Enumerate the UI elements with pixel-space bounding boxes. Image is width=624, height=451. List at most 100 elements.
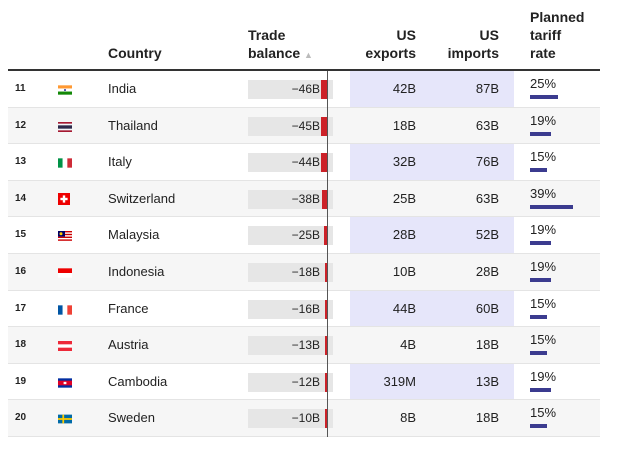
rank: 18	[15, 339, 27, 351]
table-row[interactable]: 12 Thailand −45B 18B 63B 19%	[8, 107, 600, 145]
flag-france-icon	[58, 303, 72, 315]
trade-balance-value: −46B	[291, 82, 320, 96]
trade-balance-bar	[325, 372, 327, 392]
us-imports-value: 76B	[475, 154, 499, 170]
tariff-rate-value: 15%	[530, 332, 557, 348]
header-us-exports[interactable]: US exports	[350, 26, 416, 62]
trade-balance-bar	[322, 189, 327, 209]
trade-balance-background	[248, 336, 333, 356]
rank: 17	[15, 302, 27, 314]
table-row[interactable]: 16 Indonesia −18B 10B 28B 19%	[8, 254, 600, 291]
tariff-rate-bar	[530, 131, 551, 136]
us-imports-value: 52B	[475, 227, 499, 243]
trade-balance-bar	[325, 336, 327, 356]
header-us-imports[interactable]: US imports	[428, 26, 499, 62]
rank: 20	[15, 412, 27, 424]
country-name: Switzerland	[108, 190, 176, 206]
tariff-rate-bar	[530, 278, 551, 282]
country-name: Thailand	[108, 117, 158, 133]
table-row[interactable]: 19 Cambodia −12B 319M 13B 19%	[8, 364, 600, 401]
trade-balance-value: −18B	[291, 265, 320, 279]
us-exports-value: 28B	[392, 227, 416, 243]
country-name: Austria	[108, 337, 149, 353]
us-imports-value: 28B	[475, 264, 499, 279]
flag-italy-icon	[58, 156, 72, 168]
tariff-rate-bar	[530, 387, 551, 392]
us-imports-value: 60B	[475, 300, 499, 316]
rank: 11	[15, 83, 26, 94]
rank: 15	[15, 229, 27, 241]
us-imports-value: 63B	[475, 190, 499, 206]
flag-sweden-icon	[58, 412, 72, 424]
header-trade-balance[interactable]: Trade balance ▲	[248, 26, 313, 64]
trade-balance-background	[248, 153, 333, 173]
header-tariff-rate[interactable]: Planned tariff rate	[530, 8, 584, 62]
tariff-rate-value: 15%	[530, 295, 557, 311]
trade-balance-bar	[324, 263, 327, 282]
us-exports-value: 32B	[392, 154, 416, 170]
trade-balance-bar	[321, 80, 327, 99]
header-exports-line1: US	[396, 27, 416, 43]
header-imports-line1: US	[479, 27, 499, 43]
tariff-rate-value: 19%	[530, 222, 557, 238]
trade-balance-value: −13B	[291, 338, 320, 353]
header-country[interactable]: Country	[108, 45, 162, 61]
us-exports-value: 44B	[392, 300, 416, 316]
trade-balance-background	[248, 299, 333, 319]
header-trade-balance-line2: balance	[248, 45, 301, 61]
trade-balance-bar	[321, 116, 327, 136]
us-exports-value: 319M	[383, 373, 416, 389]
flag-malaysia-icon	[58, 229, 72, 242]
table-row[interactable]: 13 Italy −44B 32B 76B 15%	[8, 144, 600, 181]
flag-switzerland-icon	[58, 192, 72, 205]
flag-india-icon	[58, 83, 72, 95]
table-row[interactable]: 18 Austria −13B 4B 18B 15%	[8, 327, 600, 364]
trade-balance-value: −16B	[291, 301, 320, 316]
trade-balance-background	[248, 80, 333, 99]
us-exports-value: 4B	[400, 337, 416, 353]
zero-line	[327, 71, 328, 437]
country-name: Cambodia	[108, 373, 168, 389]
trade-balance-background	[248, 409, 333, 429]
country-name: Sweden	[108, 410, 155, 426]
header-tariff-line1: Planned	[530, 9, 585, 25]
us-imports-value: 13B	[475, 373, 499, 389]
table-row[interactable]: 11 India −46B 42B 87B 25%	[8, 71, 600, 108]
country-name: India	[108, 81, 137, 96]
rank: 12	[15, 119, 27, 131]
trade-balance-background	[248, 226, 333, 246]
tariff-rate-value: 15%	[530, 149, 557, 165]
us-imports-value: 18B	[475, 337, 499, 353]
trade-balance-background	[248, 189, 333, 209]
tariff-rate-value: 19%	[530, 259, 557, 274]
header-imports-line2: imports	[447, 45, 499, 61]
us-imports-value: 63B	[475, 117, 499, 133]
rank: 14	[15, 192, 27, 204]
us-imports-value: 87B	[475, 81, 499, 96]
header-divider	[8, 69, 600, 71]
tariff-rate-bar	[530, 204, 573, 209]
flag-thailand-icon	[58, 120, 72, 132]
tariff-rate-bar	[530, 95, 558, 99]
us-exports-value: 42B	[392, 81, 416, 96]
table-row[interactable]: 14 Switzerland −38B 25B 63B 39%	[8, 180, 600, 218]
table-row[interactable]: 20 Sweden −10B 8B 18B 15%	[8, 400, 600, 437]
trade-balance-background	[248, 263, 333, 282]
trade-balance-value: −45B	[291, 118, 320, 133]
table-row[interactable]: 15 Malaysia −25B 28B 52B 19%	[8, 217, 600, 254]
us-exports-value: 8B	[400, 410, 416, 426]
flag-indonesia-icon	[58, 266, 72, 278]
flag-austria-icon	[58, 339, 72, 352]
trade-balance-background	[248, 116, 333, 136]
table-row[interactable]: 17 France −16B 44B 60B 15%	[8, 291, 600, 328]
us-exports-value: 18B	[392, 117, 416, 133]
country-name: France	[108, 300, 149, 316]
tariff-rate-bar	[530, 168, 547, 173]
trade-balance-bar	[324, 299, 327, 319]
country-name: Indonesia	[108, 264, 165, 279]
sort-ascending-icon[interactable]: ▲	[304, 50, 313, 60]
rank: 13	[15, 156, 27, 168]
tariff-rate-value: 15%	[530, 405, 557, 421]
tariff-rate-bar	[530, 351, 547, 356]
us-exports-value: 10B	[392, 264, 416, 279]
